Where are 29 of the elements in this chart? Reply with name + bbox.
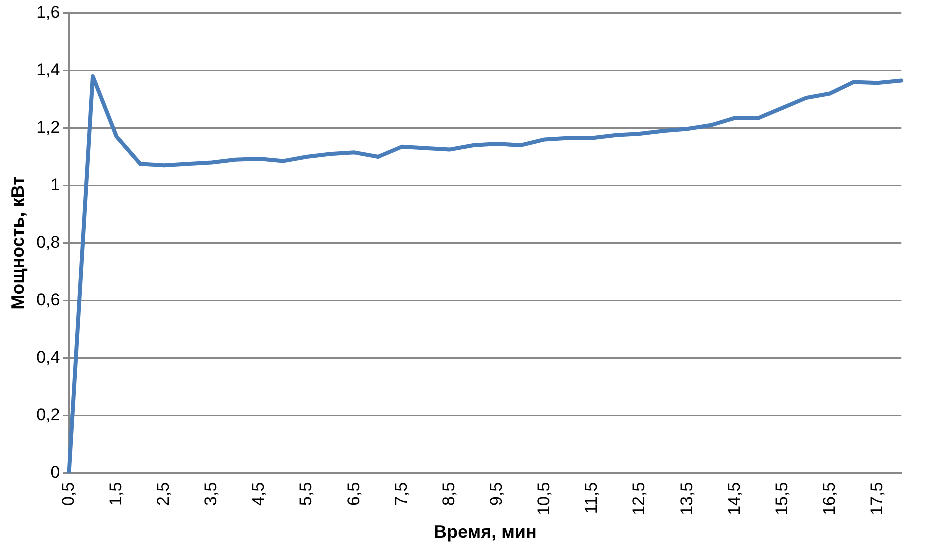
y-tick-label: 0,4 — [36, 348, 60, 367]
y-tick-label: 1,4 — [36, 60, 60, 80]
x-tick-label: 8,5 — [439, 482, 458, 506]
x-tick-label: 4,5 — [249, 482, 268, 506]
x-tick-label: 0,5 — [58, 482, 78, 506]
y-tick-label: 1,6 — [36, 2, 60, 22]
y-tick-label: 1 — [50, 175, 60, 194]
x-tick-label: 11,5 — [582, 482, 602, 514]
x-tick-label: 9,5 — [486, 482, 506, 506]
y-tick-label: 0,2 — [36, 405, 60, 424]
x-tick-label: 12,5 — [630, 482, 649, 516]
x-tick-label: 13,5 — [677, 482, 696, 516]
y-axis-title: Мощность, кВт — [8, 176, 28, 310]
x-tick-label: 16,5 — [820, 482, 839, 516]
x-tick-label: 1,5 — [106, 482, 126, 506]
y-tick-label: 0,8 — [36, 232, 60, 252]
y-tick-label: 1,2 — [36, 118, 60, 137]
x-axis-title: Время, мин — [434, 522, 537, 542]
x-tick-label: 6,5 — [344, 482, 364, 506]
x-tick-label: 3,5 — [202, 482, 221, 506]
x-tick-label: 14,5 — [724, 482, 744, 516]
x-tick-label: 2,5 — [154, 482, 174, 506]
x-tick-label: 15,5 — [772, 482, 792, 516]
x-tick-label: 5,5 — [296, 482, 316, 506]
x-tick-label: 10,5 — [534, 482, 554, 516]
y-tick-label: 0 — [50, 463, 60, 482]
y-tick-label: 0,6 — [36, 290, 60, 310]
x-tick-label: 17,5 — [868, 482, 887, 516]
x-tick-label: 7,5 — [392, 482, 411, 506]
